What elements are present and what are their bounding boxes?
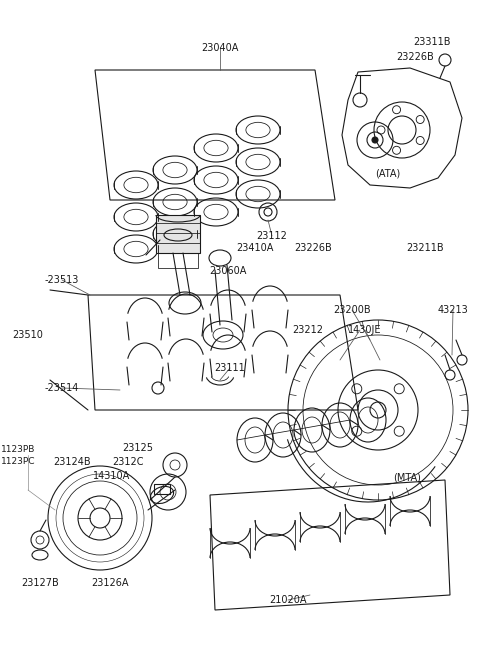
Text: (MTA): (MTA): [393, 473, 421, 483]
Text: 23226B: 23226B: [396, 52, 434, 62]
Text: 23510: 23510: [12, 330, 43, 340]
Text: -23514: -23514: [45, 383, 79, 393]
Text: (ATA): (ATA): [375, 168, 401, 178]
Bar: [156, 215, 200, 253]
Text: 23226B: 23226B: [294, 243, 332, 253]
Text: 1123PC: 1123PC: [1, 457, 35, 466]
Text: 23410A: 23410A: [236, 243, 274, 253]
Text: 21020A: 21020A: [269, 595, 307, 605]
Text: 43213: 43213: [438, 305, 468, 315]
Ellipse shape: [164, 229, 192, 241]
Text: 23211B: 23211B: [406, 243, 444, 253]
Text: 23040A: 23040A: [201, 43, 239, 53]
Text: 23311B: 23311B: [413, 37, 451, 47]
Text: 23127B: 23127B: [21, 578, 59, 588]
Text: 1123PB: 1123PB: [1, 445, 35, 455]
Text: 23060A: 23060A: [209, 266, 247, 276]
Bar: [158, 253, 198, 268]
Text: 23200B: 23200B: [333, 305, 371, 315]
Text: 23112: 23112: [257, 231, 288, 241]
Text: 2312C: 2312C: [112, 457, 144, 467]
Text: 23212: 23212: [292, 325, 324, 335]
Bar: [154, 484, 170, 494]
Text: 23125: 23125: [122, 443, 154, 453]
Text: 23124B: 23124B: [53, 457, 91, 467]
Text: -23513: -23513: [45, 275, 79, 285]
Text: 23111: 23111: [215, 363, 245, 373]
Text: 1430JE: 1430JE: [348, 325, 382, 335]
Text: 23126A: 23126A: [91, 578, 129, 588]
Text: 14310A: 14310A: [94, 471, 131, 481]
Circle shape: [372, 137, 378, 143]
